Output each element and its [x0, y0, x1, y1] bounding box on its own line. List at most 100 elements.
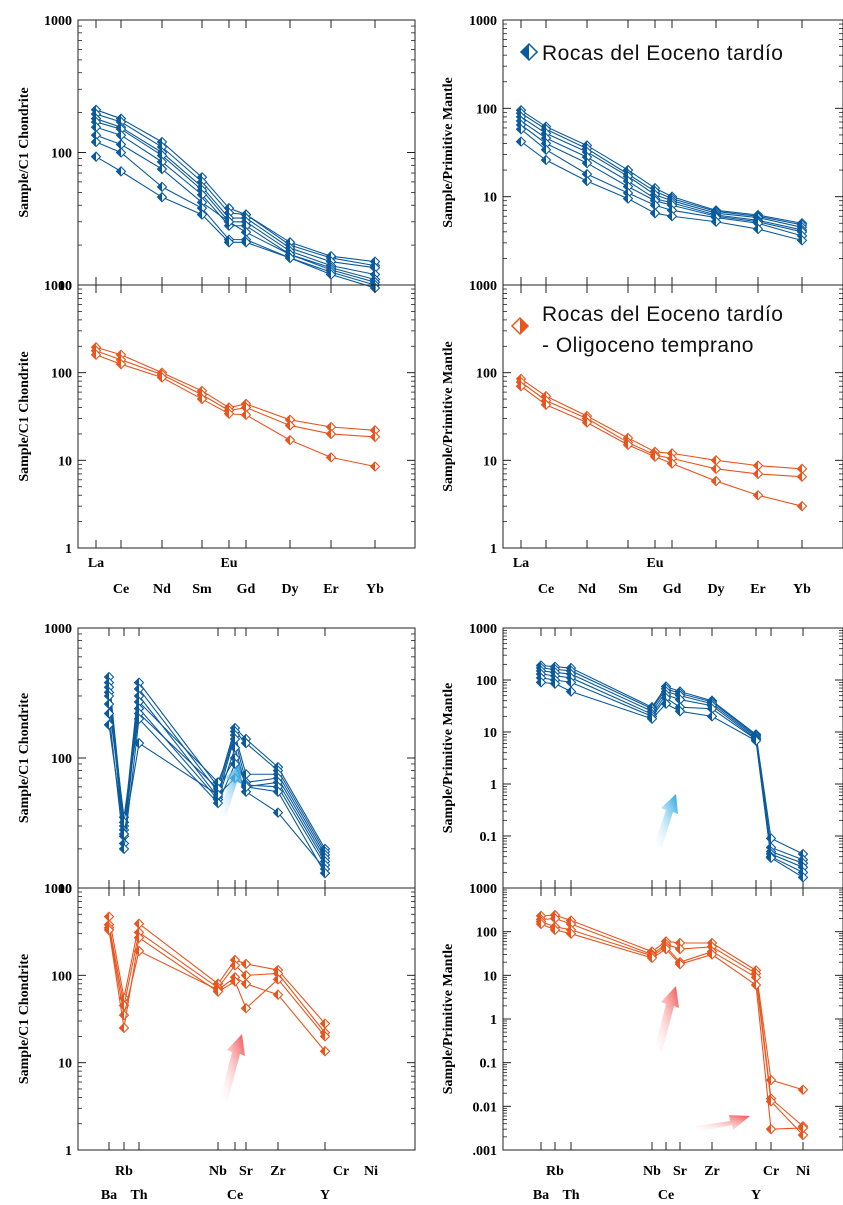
data-point-fill	[241, 227, 246, 237]
series-line	[108, 916, 326, 1024]
legend-orange-marker-fill	[520, 318, 528, 334]
x-labels-ree-right: La Eu Ce Nd Sm Gd Dy Er Yb	[513, 556, 811, 597]
series-3	[535, 916, 809, 1141]
data-point-fill	[116, 139, 121, 149]
data-point-fill	[213, 987, 218, 997]
y-tick-label: 100	[51, 147, 72, 162]
data-point-fill	[550, 914, 555, 924]
data-point-fill	[241, 221, 246, 231]
data-point-fill	[766, 1096, 771, 1106]
data-point-fill	[647, 953, 652, 963]
data-point-fill	[667, 459, 672, 469]
data-point-fill	[197, 394, 202, 404]
data-point-fill	[320, 868, 325, 878]
data-point-fill	[707, 704, 712, 714]
data-point-fill	[751, 736, 756, 746]
data-point-fill	[241, 738, 246, 748]
data-point-fill	[273, 787, 278, 797]
data-point-fill	[753, 224, 758, 234]
data-point-fill	[119, 829, 124, 839]
chart-panel-4: 1 10 100 1000 Sample/Primitive Mantle	[441, 279, 843, 557]
x-tick-label: Th	[130, 1188, 147, 1203]
x-tick-label: Sr	[673, 1164, 687, 1179]
data-point-fill	[241, 979, 246, 989]
x-tick-label: Sm	[618, 582, 638, 597]
data-point-fill	[753, 461, 758, 471]
y-tick-label: 1	[490, 778, 497, 793]
y-axis-label: Sample/Primitive Mantle	[441, 944, 456, 1094]
data-point-fill	[91, 350, 96, 360]
data-point-fill	[326, 429, 331, 439]
data-point-fill	[320, 1031, 325, 1041]
x-tick-label: Eu	[646, 556, 663, 571]
y-tick-label: 10	[483, 726, 497, 741]
data-point-fill	[566, 929, 571, 939]
y-tick-label: 1	[65, 1144, 72, 1159]
data-point-fill	[116, 359, 121, 369]
x-tick-label: La	[88, 556, 104, 571]
data-point-fill	[104, 912, 109, 922]
data-point-fill	[797, 472, 802, 482]
data-point-fill	[119, 1023, 124, 1033]
data-point-fill	[224, 409, 229, 419]
x-tick-label: Ce	[658, 1188, 674, 1203]
data-point-fill	[326, 422, 331, 432]
data-point-fill	[91, 152, 96, 162]
data-point-fill	[582, 158, 587, 168]
x-tick-label: Zr	[270, 1164, 286, 1179]
data-point-fill	[197, 210, 202, 220]
data-point-fill	[798, 872, 803, 882]
series-5	[90, 122, 381, 285]
data-point-fill	[516, 124, 521, 134]
y-tick-label: 100	[51, 752, 72, 767]
y-axis-label: Sample/Primitive Mantle	[441, 77, 456, 227]
plot-frame	[77, 887, 416, 1151]
data-point-fill	[566, 687, 571, 697]
x-tick-label: Eu	[220, 556, 237, 571]
data-point-fill	[516, 381, 521, 391]
data-point-fill	[647, 714, 652, 724]
data-point-fill	[675, 695, 680, 705]
data-point-fill	[91, 137, 96, 147]
data-point-fill	[273, 990, 278, 1000]
data-point-fill	[751, 972, 756, 982]
series-line	[108, 703, 326, 866]
data-point-fill	[116, 166, 121, 176]
chart-panel-2: 10 100 1000 Sample/Primitive Mantle	[441, 14, 843, 286]
data-point-fill	[370, 425, 375, 435]
x-tick-label: Nd	[153, 582, 171, 597]
chart-panel-1: 10 100 1000 Sample/C1 Chondrite	[17, 14, 416, 294]
data-point-fill	[516, 137, 521, 147]
x-tick-label: Nd	[578, 582, 596, 597]
data-point-fill	[582, 169, 587, 179]
series-line	[108, 713, 326, 870]
data-point-fill	[273, 808, 278, 818]
x-tick-label: Yb	[366, 582, 384, 597]
series-3	[515, 380, 808, 512]
y-tick-label: 100	[51, 367, 72, 382]
series-line	[540, 923, 804, 1130]
series-6	[90, 129, 381, 288]
series-line	[540, 673, 804, 868]
y-axis-label: Sample/Primitive Mantle	[441, 341, 456, 491]
x-tick-label: Gd	[663, 582, 682, 597]
data-point-fill	[241, 970, 246, 980]
data-point-fill	[753, 490, 758, 500]
data-point-fill	[157, 373, 162, 383]
x-tick-label: Cr	[763, 1164, 779, 1179]
data-point-fill	[134, 933, 139, 943]
series-3	[90, 349, 381, 472]
data-point-fill	[230, 743, 235, 753]
y-axis-label: Sample/C1 Chondrite	[17, 87, 32, 217]
x-tick-label: Ce	[113, 582, 129, 597]
x-tick-label: Y	[751, 1188, 761, 1203]
x-tick-label: Ce	[227, 1188, 243, 1203]
data-point-fill	[797, 501, 802, 511]
x-tick-label: Y	[320, 1188, 330, 1203]
arrow-orange-right-up	[654, 986, 679, 1052]
x-tick-label: Ba	[101, 1188, 117, 1203]
data-point-fill	[650, 208, 655, 218]
data-point-fill	[116, 148, 121, 157]
y-tick-label: 1	[65, 542, 72, 557]
data-point-fill	[550, 925, 555, 935]
